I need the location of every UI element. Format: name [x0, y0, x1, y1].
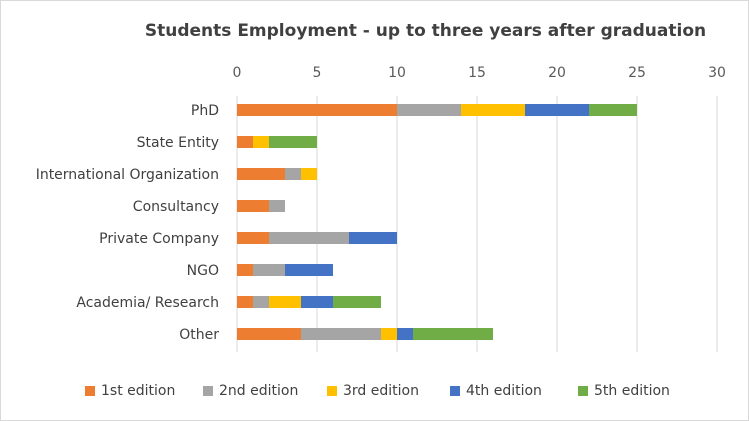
bar-segment — [301, 296, 333, 308]
legend-item: 2nd edition — [203, 380, 298, 402]
bar-segment — [237, 136, 253, 148]
legend-label: 2nd edition — [219, 383, 299, 399]
bar-segment — [333, 296, 381, 308]
x-tick-label: 15 — [468, 65, 486, 81]
bar-segment — [285, 264, 333, 276]
category-label: PhD — [191, 103, 219, 119]
legend-swatch — [450, 386, 460, 396]
category-label: Consultancy — [133, 199, 219, 215]
legend-swatch — [203, 386, 213, 396]
bar-segment — [381, 328, 397, 340]
x-tick-label: 0 — [233, 65, 242, 81]
bar-segment — [237, 264, 253, 276]
bar-segment — [397, 328, 413, 340]
x-tick-label: 10 — [388, 65, 406, 81]
chart-legend: 1st edition 2nd edition 3rd edition 4th edi… — [1, 380, 749, 402]
legend-item: 5th edition — [578, 380, 670, 402]
bar-segment — [269, 296, 301, 308]
category-label: International Organization — [36, 167, 219, 183]
x-tick-label: 20 — [548, 65, 566, 81]
legend-item: 1st edition — [85, 380, 175, 402]
category-label: NGO — [187, 263, 219, 279]
legend-label: 5th edition — [594, 383, 670, 399]
legend-item: 4th edition — [450, 380, 542, 402]
chart-title: Students Employment - up to three years … — [144, 21, 707, 41]
x-tick-label: 30 — [708, 65, 726, 81]
x-tick-label: 25 — [628, 65, 646, 81]
category-label: Private Company — [99, 231, 219, 247]
bar-segment — [237, 296, 253, 308]
bar-segment — [589, 104, 637, 116]
category-label: Other — [179, 327, 219, 343]
x-tick-label: 5 — [313, 65, 322, 81]
bar-segment — [269, 136, 317, 148]
bar-segment — [301, 168, 317, 180]
bar-segment — [237, 104, 397, 116]
bar-segment — [349, 232, 397, 244]
bar-segment — [237, 200, 269, 212]
bar-segment — [413, 328, 493, 340]
bar-segment — [285, 168, 301, 180]
legend-label: 1st edition — [101, 383, 176, 399]
bar-segment — [253, 264, 285, 276]
legend-label: 4th edition — [466, 383, 542, 399]
bar-segment — [237, 232, 269, 244]
category-label: Academia/ Research — [76, 295, 219, 311]
bar-segment — [269, 200, 285, 212]
legend-swatch — [327, 386, 337, 396]
bar-segment — [301, 328, 381, 340]
legend-swatch — [578, 386, 588, 396]
bar-segment — [461, 104, 525, 116]
legend-item: 3rd edition — [327, 380, 419, 402]
bar-segment — [237, 168, 285, 180]
bar-segment — [253, 136, 269, 148]
category-label: State Entity — [137, 135, 219, 151]
bar-segment — [237, 328, 301, 340]
bar-segment — [269, 232, 349, 244]
legend-label: 3rd edition — [343, 383, 419, 399]
bar-segment — [397, 104, 461, 116]
bar-segment — [253, 296, 269, 308]
legend-swatch — [85, 386, 95, 396]
bar-segment — [525, 104, 589, 116]
